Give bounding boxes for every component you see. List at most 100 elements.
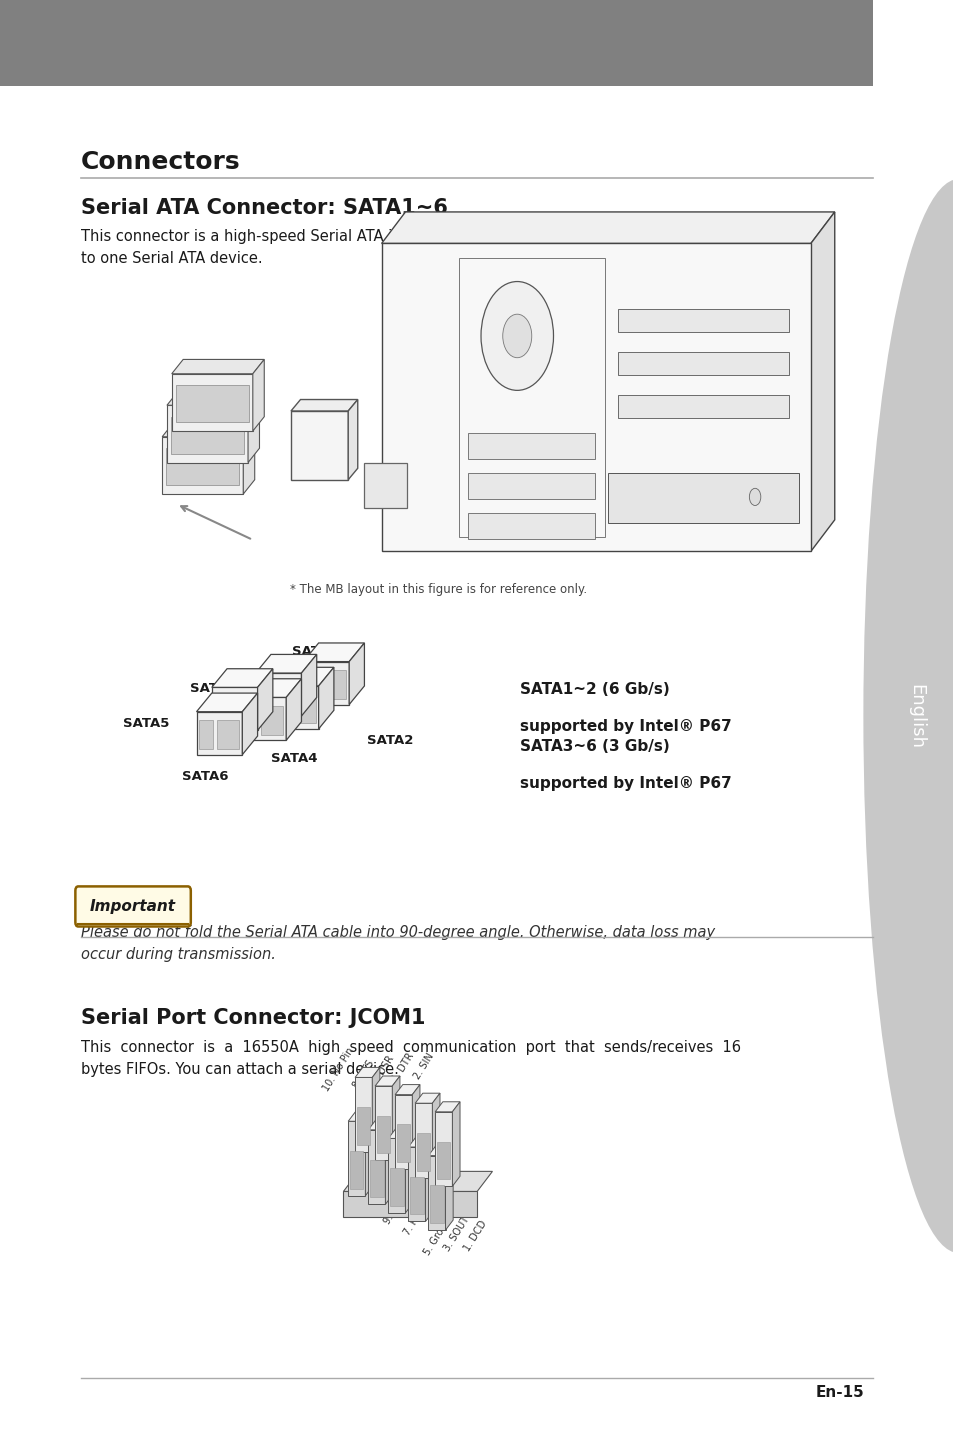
Circle shape [502, 314, 531, 358]
Text: Please do not fold the Serial ATA cable into 90-degree angle. Otherwise, data lo: Please do not fold the Serial ATA cable … [81, 925, 715, 962]
Polygon shape [261, 706, 283, 735]
Polygon shape [428, 1146, 453, 1156]
Text: This  connector  is  a  16550A  high  speed  communication  port  that  sends/re: This connector is a 16550A high speed co… [81, 1040, 740, 1077]
Text: SATA2: SATA2 [367, 733, 414, 748]
Polygon shape [214, 696, 228, 725]
Polygon shape [435, 1101, 459, 1111]
Polygon shape [375, 1085, 392, 1160]
Polygon shape [468, 473, 595, 498]
Text: SATA4: SATA4 [271, 752, 316, 766]
Text: supported by Intel® P67: supported by Intel® P67 [519, 719, 731, 733]
Polygon shape [412, 1084, 419, 1169]
Polygon shape [618, 395, 789, 418]
Polygon shape [162, 437, 243, 494]
Polygon shape [286, 679, 301, 740]
Polygon shape [273, 667, 334, 686]
Text: 7. RTS: 7. RTS [401, 1206, 426, 1237]
Polygon shape [364, 463, 407, 508]
Polygon shape [410, 1177, 423, 1214]
Polygon shape [445, 1146, 453, 1230]
Polygon shape [255, 654, 316, 673]
Polygon shape [348, 1111, 373, 1121]
Text: English: English [906, 683, 923, 749]
Polygon shape [324, 670, 346, 699]
Polygon shape [306, 670, 319, 699]
Polygon shape [343, 1191, 476, 1217]
Polygon shape [233, 696, 254, 725]
FancyBboxPatch shape [75, 886, 191, 927]
Text: supported by Intel® P67: supported by Intel® P67 [519, 776, 731, 790]
Text: Important: Important [90, 899, 176, 914]
Text: 1. DCD: 1. DCD [461, 1219, 488, 1253]
Polygon shape [276, 682, 298, 710]
Polygon shape [172, 359, 264, 374]
Text: Connectors: Connectors [81, 150, 240, 175]
Text: 2. SIN: 2. SIN [412, 1051, 436, 1081]
Polygon shape [294, 695, 315, 723]
Polygon shape [273, 686, 318, 729]
Polygon shape [618, 309, 789, 332]
Polygon shape [242, 693, 257, 755]
Polygon shape [255, 673, 301, 716]
Polygon shape [432, 1093, 439, 1177]
Text: 8. CTS: 8. CTS [351, 1058, 375, 1090]
Polygon shape [257, 669, 273, 730]
Polygon shape [243, 706, 256, 735]
Polygon shape [196, 693, 257, 712]
Polygon shape [243, 422, 254, 494]
Polygon shape [468, 513, 595, 538]
Polygon shape [415, 1103, 432, 1177]
Polygon shape [196, 712, 242, 755]
Polygon shape [166, 448, 239, 485]
Text: This connector is a high-speed Serial ATA interface port. Each connector can con: This connector is a high-speed Serial AT… [81, 229, 704, 266]
Polygon shape [318, 667, 334, 729]
Polygon shape [425, 1137, 433, 1221]
Polygon shape [405, 1128, 413, 1213]
Polygon shape [301, 654, 316, 716]
Text: 9. RI: 9. RI [381, 1201, 401, 1226]
Polygon shape [162, 422, 254, 437]
Polygon shape [248, 391, 259, 463]
Text: SATA3: SATA3 [190, 682, 236, 696]
Polygon shape [303, 662, 349, 705]
Polygon shape [428, 1156, 445, 1230]
Text: SATA5: SATA5 [123, 716, 170, 730]
Polygon shape [430, 1186, 443, 1223]
Polygon shape [376, 1116, 390, 1153]
Polygon shape [258, 682, 272, 710]
Text: SATA3~6 (3 Gb/s): SATA3~6 (3 Gb/s) [519, 739, 669, 753]
Polygon shape [408, 1147, 425, 1221]
Polygon shape [348, 1121, 365, 1196]
Text: * The MB layout in this figure is for reference only.: * The MB layout in this figure is for re… [290, 583, 587, 596]
Polygon shape [291, 400, 357, 411]
Polygon shape [365, 1111, 373, 1196]
Polygon shape [355, 1067, 379, 1077]
Polygon shape [436, 1141, 450, 1179]
Polygon shape [381, 243, 810, 551]
Polygon shape [468, 432, 595, 458]
Polygon shape [348, 400, 357, 480]
Polygon shape [240, 697, 286, 740]
Text: SATA6: SATA6 [182, 769, 228, 783]
Polygon shape [212, 669, 273, 687]
Polygon shape [392, 1075, 399, 1160]
Polygon shape [415, 1093, 439, 1103]
Polygon shape [368, 1130, 385, 1204]
Polygon shape [175, 385, 249, 422]
Text: 4. DTR: 4. DTR [390, 1051, 416, 1084]
Polygon shape [381, 212, 834, 243]
Polygon shape [355, 1077, 372, 1151]
Polygon shape [395, 1094, 412, 1169]
Text: Serial Port Connector: JCOM1: Serial Port Connector: JCOM1 [81, 1008, 425, 1028]
Polygon shape [167, 405, 248, 463]
Polygon shape [395, 1084, 419, 1094]
Text: SATA1~2 (6 Gb/s): SATA1~2 (6 Gb/s) [519, 682, 669, 696]
Circle shape [749, 488, 760, 505]
Polygon shape [416, 1133, 430, 1170]
Text: Serial ATA Connector: SATA1~6: Serial ATA Connector: SATA1~6 [81, 198, 448, 218]
Polygon shape [356, 1107, 370, 1144]
Polygon shape [388, 1138, 405, 1213]
Polygon shape [217, 720, 239, 749]
Polygon shape [810, 212, 834, 551]
Text: SATA1: SATA1 [292, 644, 337, 659]
